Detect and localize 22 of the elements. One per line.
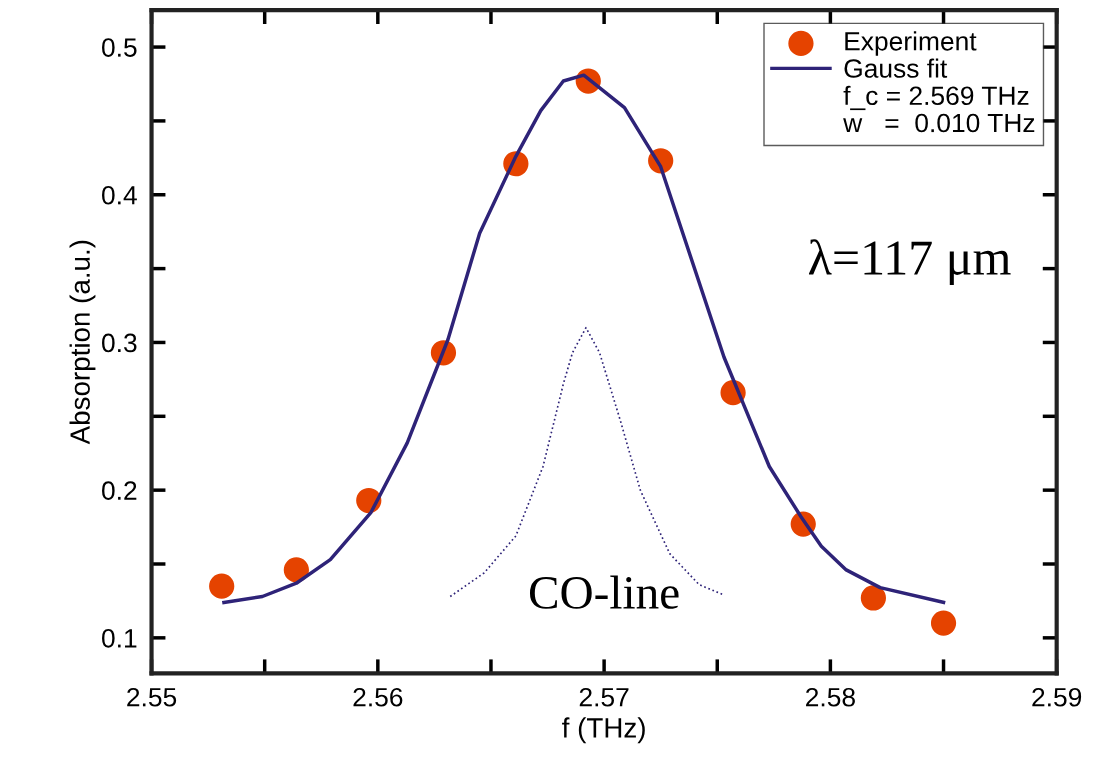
point <box>283 557 309 583</box>
x-tick-label: 2.58 <box>806 687 855 707</box>
x-axis-title: f (THz) <box>562 717 645 744</box>
y-tick-label: 0.2 <box>102 481 137 500</box>
annotation: λ=117 μm <box>808 239 1011 286</box>
y-axis-title: Absorption (a.u.) <box>69 240 96 445</box>
legend-label: Gauss fit <box>844 58 948 78</box>
y-tick-label: 0.4 <box>102 185 137 205</box>
point <box>860 585 886 611</box>
annotation: CO-line <box>529 575 679 609</box>
y-tick-label: 0.1 <box>102 628 137 648</box>
legend-label: Experiment <box>845 31 977 56</box>
x-tick-label: 2.55 <box>127 687 177 707</box>
y-tick-label: 0.5 <box>102 38 137 57</box>
x-tick-label: 2.59 <box>1032 687 1082 707</box>
annotation: w = 0.010 THz <box>843 113 1035 133</box>
x-tick-label: 2.56 <box>353 687 403 707</box>
point <box>930 610 957 636</box>
point <box>209 573 235 599</box>
x-tick-label: 2.57 <box>579 687 629 707</box>
annotation: f_c = 2.569 THz <box>843 85 1029 111</box>
y-tick-label: 0.3 <box>102 333 137 353</box>
